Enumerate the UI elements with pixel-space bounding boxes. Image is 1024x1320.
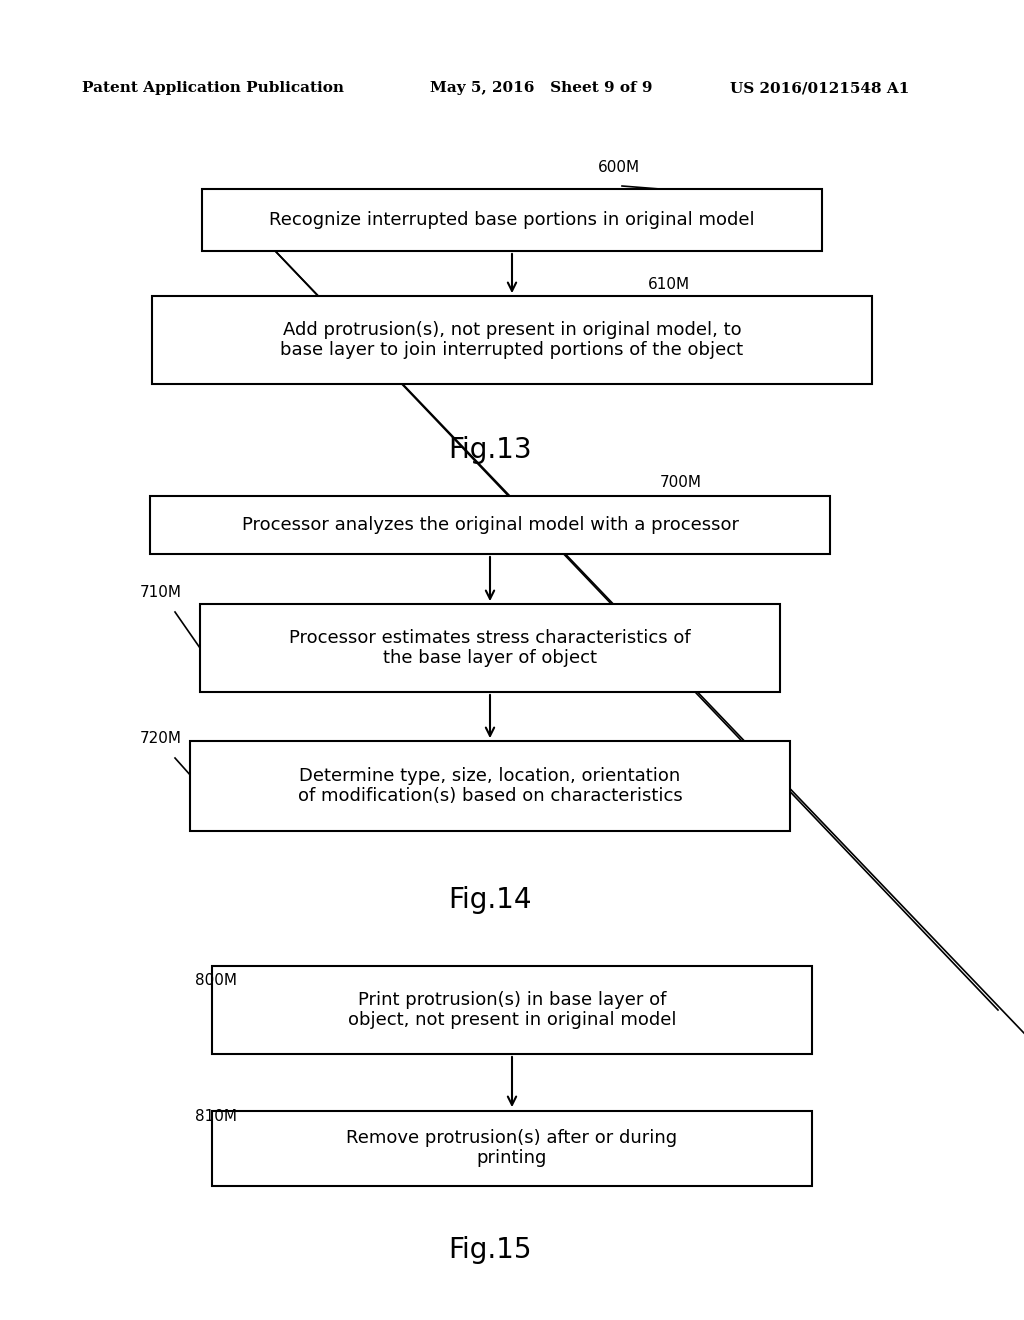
Text: Remove protrusion(s) after or during
printing: Remove protrusion(s) after or during pri…: [346, 1129, 678, 1167]
Text: Fig.13: Fig.13: [449, 436, 531, 465]
Bar: [212, 966, 812, 1053]
Text: Patent Application Publication: Patent Application Publication: [82, 81, 344, 95]
Text: 800M: 800M: [195, 973, 237, 987]
Text: 700M: 700M: [660, 475, 702, 490]
Text: 600M: 600M: [598, 160, 640, 176]
Text: US 2016/0121548 A1: US 2016/0121548 A1: [730, 81, 909, 95]
Bar: [202, 189, 822, 251]
Bar: [150, 496, 830, 554]
Text: Add protrusion(s), not present in original model, to
base layer to join interrup: Add protrusion(s), not present in origin…: [281, 321, 743, 359]
Text: Print protrusion(s) in base layer of
object, not present in original model: Print protrusion(s) in base layer of obj…: [348, 990, 676, 1030]
Bar: [200, 605, 780, 692]
Text: Processor analyzes the original model with a processor: Processor analyzes the original model wi…: [242, 516, 738, 535]
Text: 710M: 710M: [140, 585, 182, 601]
Text: Fig.14: Fig.14: [449, 886, 531, 913]
Bar: [152, 296, 872, 384]
Text: Processor estimates stress characteristics of
the base layer of object: Processor estimates stress characteristi…: [289, 628, 691, 668]
Text: May 5, 2016   Sheet 9 of 9: May 5, 2016 Sheet 9 of 9: [430, 81, 652, 95]
Text: 810M: 810M: [195, 1109, 237, 1125]
Text: 720M: 720M: [140, 731, 182, 746]
Text: 610M: 610M: [648, 277, 690, 292]
Text: Determine type, size, location, orientation
of modification(s) based on characte: Determine type, size, location, orientat…: [298, 767, 682, 805]
Bar: [190, 741, 790, 832]
Bar: [212, 1110, 812, 1185]
Text: Fig.15: Fig.15: [449, 1236, 531, 1265]
Text: Recognize interrupted base portions in original model: Recognize interrupted base portions in o…: [269, 211, 755, 228]
